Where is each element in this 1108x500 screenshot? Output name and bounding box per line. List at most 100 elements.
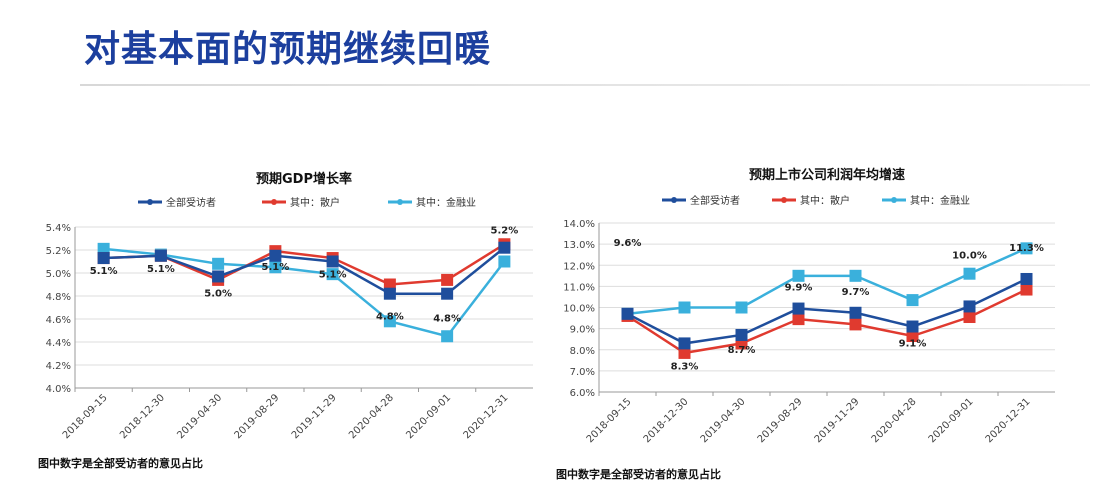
- data-point: [849, 318, 862, 331]
- data-label: 9.6%: [614, 238, 642, 249]
- data-point: [154, 249, 167, 262]
- series-line: [626, 288, 1028, 355]
- legend-label: 其中：散户: [800, 194, 850, 207]
- data-point: [498, 255, 511, 268]
- data-point: [735, 328, 748, 341]
- y-tick-label: 4.2%: [46, 361, 71, 372]
- data-label: 5.0%: [204, 288, 232, 299]
- y-tick-label: 12.0%: [563, 261, 595, 272]
- data-point: [963, 267, 976, 280]
- data-point: [383, 287, 396, 300]
- y-tick-label: 13.0%: [563, 240, 595, 251]
- data-label: 11.3%: [1009, 243, 1044, 254]
- data-point: [963, 311, 976, 324]
- data-label: 8.3%: [671, 361, 699, 372]
- legend-label: 其中：金融业: [416, 196, 476, 209]
- series-line: [103, 247, 506, 338]
- chart-title: 预期GDP增长率: [256, 171, 352, 187]
- data-label: 8.7%: [728, 345, 756, 356]
- data-point: [963, 300, 976, 313]
- data-point: [441, 287, 454, 300]
- legend-marker: [271, 199, 277, 205]
- data-point: [1020, 272, 1033, 285]
- x-tick-label: 2020-09-01: [927, 396, 976, 445]
- chart-note-gdp: 图中数字是全部受访者的意见占比: [38, 457, 203, 470]
- data-point: [498, 241, 511, 254]
- data-point: [326, 268, 339, 281]
- data-label: 9.1%: [899, 339, 927, 350]
- legend-marker: [147, 199, 153, 205]
- y-tick-label: 5.0%: [46, 269, 71, 280]
- x-tick-label: 2019-08-29: [756, 396, 805, 445]
- data-point: [269, 261, 282, 274]
- x-tick-label: 2018-12-30: [118, 392, 167, 441]
- legend-marker: [781, 197, 787, 203]
- data-label: 10.0%: [952, 250, 987, 261]
- x-tick-label: 2020-04-28: [347, 392, 396, 441]
- data-label: 5.1%: [90, 266, 118, 277]
- data-point: [792, 302, 805, 315]
- page-title: 对基本面的预期继续回暖: [84, 29, 492, 70]
- series-line: [626, 277, 1028, 345]
- x-tick-label: 2020-09-01: [404, 392, 453, 441]
- data-point: [906, 330, 919, 343]
- x-tick-label: 2020-12-31: [462, 392, 511, 441]
- legend-marker: [891, 197, 897, 203]
- y-tick-label: 6.0%: [570, 388, 595, 399]
- x-tick-label: 2018-09-15: [585, 396, 634, 445]
- y-tick-label: 5.4%: [46, 223, 71, 234]
- data-point: [678, 337, 691, 350]
- y-tick-label: 11.0%: [563, 282, 595, 293]
- x-tick-label: 2020-12-31: [984, 396, 1033, 445]
- data-point: [678, 346, 691, 359]
- data-point: [906, 294, 919, 307]
- y-tick-label: 14.0%: [563, 219, 595, 230]
- data-point: [621, 307, 634, 320]
- data-label: 5.1%: [262, 262, 290, 273]
- data-point: [849, 269, 862, 282]
- x-tick-label: 2018-09-15: [61, 392, 110, 441]
- legend-label: 其中：散户: [290, 196, 340, 209]
- chart-note-profit: 图中数字是全部受访者的意见占比: [556, 468, 721, 481]
- y-tick-label: 4.8%: [46, 292, 71, 303]
- y-tick-label: 7.0%: [570, 367, 595, 378]
- y-tick-label: 5.2%: [46, 246, 71, 257]
- x-tick-label: 2019-08-29: [233, 392, 282, 441]
- data-point: [441, 330, 454, 343]
- data-point: [441, 273, 454, 286]
- legend-label: 全部受访者: [690, 194, 740, 207]
- data-label: 9.9%: [785, 283, 813, 294]
- x-tick-label: 2019-11-29: [290, 392, 339, 441]
- y-tick-label: 10.0%: [563, 304, 595, 315]
- data-point: [906, 320, 919, 333]
- legend-marker: [671, 197, 677, 203]
- data-point: [269, 249, 282, 262]
- y-tick-label: 4.4%: [46, 338, 71, 349]
- y-tick-label: 4.0%: [46, 384, 71, 395]
- series-line: [103, 246, 506, 295]
- data-label: 5.2%: [491, 226, 519, 237]
- data-point: [849, 306, 862, 319]
- x-tick-label: 2020-04-28: [870, 396, 919, 445]
- data-point: [792, 269, 805, 282]
- y-tick-label: 8.0%: [570, 346, 595, 357]
- data-point: [1020, 283, 1033, 296]
- y-tick-label: 9.0%: [570, 325, 595, 336]
- data-point: [383, 278, 396, 291]
- data-point: [97, 242, 110, 255]
- data-label: 5.1%: [319, 270, 347, 281]
- legend-label: 其中：金融业: [910, 194, 970, 207]
- data-point: [383, 315, 396, 328]
- data-label: 4.8%: [376, 312, 404, 323]
- series-line: [627, 247, 1028, 316]
- chart-title: 预期上市公司利润年均增速: [749, 167, 905, 183]
- x-tick-label: 2019-04-30: [699, 396, 748, 445]
- data-label: 9.7%: [842, 287, 870, 298]
- data-point: [792, 313, 805, 326]
- legend-marker: [397, 199, 403, 205]
- legend-label: 全部受访者: [166, 196, 216, 209]
- data-label: 4.8%: [433, 314, 461, 325]
- x-tick-label: 2019-04-30: [175, 392, 224, 441]
